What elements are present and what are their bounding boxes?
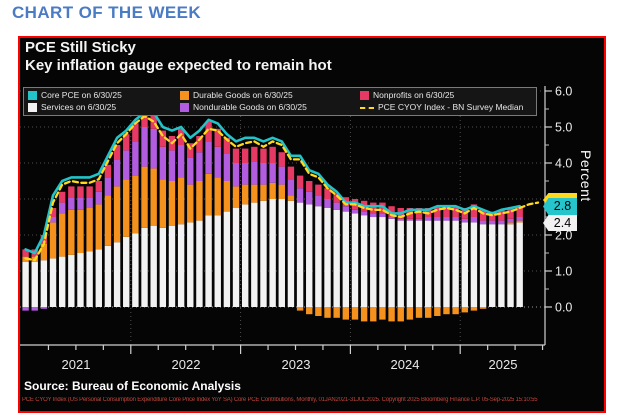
- x-axis-year-label: 2024: [391, 357, 420, 372]
- series-swatch-icon: [28, 91, 37, 100]
- y-axis-title: Percent: [578, 150, 594, 202]
- series-swatch-icon: [360, 91, 369, 100]
- svg-text:1.0: 1.0: [555, 265, 572, 279]
- legend-item[interactable]: Durable Goods on 6/30/25: [180, 90, 358, 101]
- legend-item[interactable]: Services on 6/30/25: [28, 102, 178, 113]
- series-swatch-icon: [180, 91, 189, 100]
- legend-item[interactable]: Nondurable Goods on 6/30/25: [180, 102, 358, 113]
- legend-label: Nonprofits on 6/30/25: [373, 90, 455, 100]
- legend-item[interactable]: PCE CYOY Index - BN Survey Median: [360, 102, 532, 113]
- chart-panel: PCE Still Sticky Key inflation gauge exp…: [18, 36, 606, 413]
- bars-services: [22, 199, 523, 307]
- svg-text:2.0: 2.0: [555, 229, 572, 243]
- chart-legend: Core PCE on 6/30/25 Durable Goods on 6/30…: [23, 87, 537, 116]
- svg-text:0.0: 0.0: [555, 301, 572, 315]
- page-heading: CHART OF THE WEEK: [12, 3, 202, 22]
- gridlines: [20, 88, 545, 345]
- core-pce-axis-badge: 2.8: [543, 198, 577, 215]
- line-core-pce: [24, 111, 522, 255]
- x-axis-year-label: 2025: [489, 357, 518, 372]
- services-axis-badge: 2.4: [543, 215, 577, 231]
- legend-label: Nondurable Goods on 6/30/25: [193, 102, 307, 112]
- x-axis-year-label: 2021: [62, 357, 91, 372]
- source-line: Source: Bureau of Economic Analysis: [24, 379, 241, 393]
- legend-label: Core PCE on 6/30/25: [41, 90, 122, 100]
- pce-contributions-chart: 6.05.04.03.02.01.00.02021202220232024202…: [20, 85, 572, 372]
- bars-nondurable: [22, 127, 523, 311]
- bloomberg-footnote: PCE CYOY Index (US Personal Consumption …: [22, 397, 538, 403]
- legend-label: Durable Goods on 6/30/25: [193, 90, 293, 100]
- line-survey-median: [24, 115, 540, 262]
- svg-text:4.0: 4.0: [555, 157, 572, 171]
- x-axis-year-label: 2022: [172, 357, 201, 372]
- dashed-line-icon: [360, 106, 374, 109]
- svg-text:5.0: 5.0: [555, 121, 572, 135]
- bars-durable: [22, 166, 523, 322]
- legend-label: Services on 6/30/25: [41, 102, 117, 112]
- legend-item[interactable]: Nonprofits on 6/30/25: [360, 90, 532, 101]
- series-swatch-icon: [28, 103, 37, 112]
- legend-item[interactable]: Core PCE on 6/30/25: [28, 90, 178, 101]
- chart-title: PCE Still Sticky: [25, 39, 136, 56]
- x-axis-year-label: 2023: [282, 357, 311, 372]
- legend-label: PCE CYOY Index - BN Survey Median: [378, 102, 524, 112]
- chart-subtitle: Key inflation gauge expected to remain h…: [25, 57, 332, 74]
- svg-text:6.0: 6.0: [555, 85, 572, 99]
- series-swatch-icon: [180, 103, 189, 112]
